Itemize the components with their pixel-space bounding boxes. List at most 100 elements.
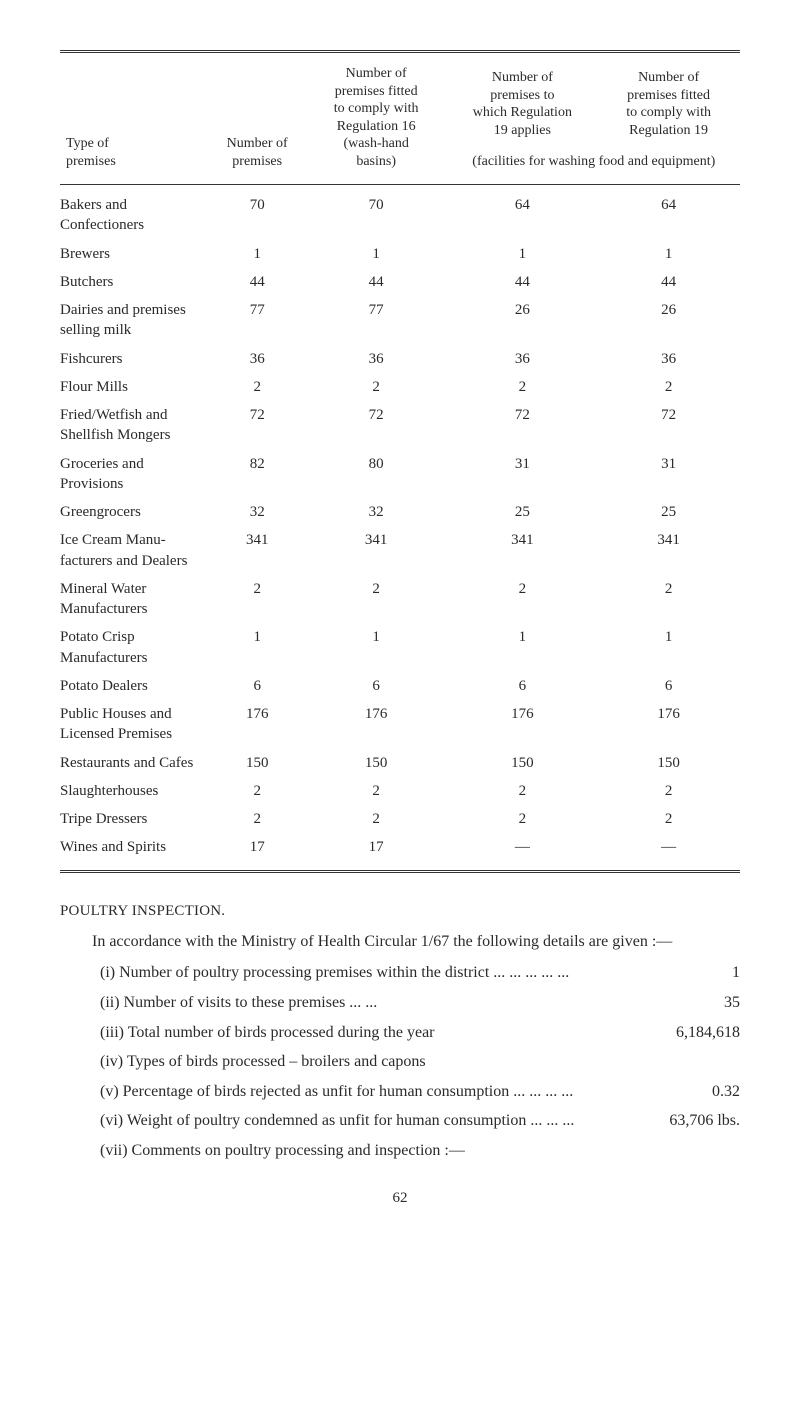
premises-table-body: Bakers and Confectioners70706464Brewers1… [60, 191, 740, 862]
table-cell: 2 [305, 575, 448, 624]
row-label: Bakers and Confectioners [60, 191, 210, 240]
table-cell: 1 [597, 240, 740, 268]
table-row: Potato Crisp Manufacturers1111 [60, 623, 740, 672]
table-cell: 70 [305, 191, 448, 240]
table-cell: 36 [210, 345, 305, 373]
table-row: Bakers and Confectioners70706464 [60, 191, 740, 240]
bottom-double-rule [60, 870, 740, 873]
table-row: Flour Mills2222 [60, 373, 740, 401]
table-cell: 26 [597, 296, 740, 345]
table-cell: 72 [448, 401, 598, 450]
table-header-reg16: Number ofpremises fittedto comply withRe… [305, 61, 448, 178]
list-item-value: 35 [724, 992, 740, 1014]
list-item-value: 0.32 [712, 1081, 740, 1103]
table-header-reg19-fitted: Number ofpremises fittedto comply withRe… [597, 61, 740, 147]
row-label: Flour Mills [60, 373, 210, 401]
row-label: Fried/Wetfish and Shellfish Mongers [60, 401, 210, 450]
table-header-facilities-note: (facilities for washing food and equipme… [448, 147, 740, 178]
table-cell: 2 [597, 777, 740, 805]
row-label: Greengrocers [60, 498, 210, 526]
list-item: (iv) Types of birds processed – broilers… [100, 1051, 740, 1073]
row-label: Ice Cream Manu- facturers and Dealers [60, 526, 210, 575]
row-label: Public Houses and Licensed Premises [60, 700, 210, 749]
table-cell: 82 [210, 450, 305, 499]
table-cell: 64 [597, 191, 740, 240]
list-item-value: 1 [732, 962, 740, 984]
table-cell: 64 [448, 191, 598, 240]
table-cell: 6 [305, 672, 448, 700]
table-row: Slaughterhouses2222 [60, 777, 740, 805]
table-cell: 341 [597, 526, 740, 575]
list-item-text: (vi) Weight of poultry condemned as unfi… [100, 1110, 669, 1132]
table-cell: 44 [210, 268, 305, 296]
table-cell: 1 [597, 623, 740, 672]
table-row: Public Houses and Licensed Premises17617… [60, 700, 740, 749]
row-label: Wines and Spirits [60, 833, 210, 861]
table-cell: 341 [448, 526, 598, 575]
table-row: Brewers1111 [60, 240, 740, 268]
row-label: Potato Dealers [60, 672, 210, 700]
table-cell: 6 [210, 672, 305, 700]
row-label: Potato Crisp Manufacturers [60, 623, 210, 672]
top-double-rule [60, 50, 740, 53]
table-cell: 17 [210, 833, 305, 861]
table-cell: 26 [448, 296, 598, 345]
list-item: (iii) Total number of birds processed du… [100, 1022, 740, 1044]
table-cell: 2 [448, 805, 598, 833]
table-row: Mineral Water Manufacturers2222 [60, 575, 740, 624]
table-cell: 31 [597, 450, 740, 499]
table-cell: 17 [305, 833, 448, 861]
row-label: Dairies and premises selling milk [60, 296, 210, 345]
table-cell: 2 [210, 373, 305, 401]
table-row: Fried/Wetfish and Shellfish Mongers72727… [60, 401, 740, 450]
table-cell: 77 [210, 296, 305, 345]
list-item-text: (iv) Types of birds processed – broilers… [100, 1051, 740, 1073]
table-row: Groceries and Provisions82803131 [60, 450, 740, 499]
row-label: Fishcurers [60, 345, 210, 373]
table-row: Butchers44444444 [60, 268, 740, 296]
table-cell: 2 [597, 373, 740, 401]
header-body-rule [60, 184, 740, 185]
table-header-reg19-applies: Number ofpremises towhich Regulation19 a… [448, 61, 598, 147]
table-cell: 2 [597, 575, 740, 624]
table-cell: 176 [448, 700, 598, 749]
table-cell: 176 [305, 700, 448, 749]
list-item-text: (ii) Number of visits to these premises … [100, 992, 724, 1014]
table-cell: 2 [597, 805, 740, 833]
table-cell: 1 [448, 623, 598, 672]
row-label: Restaurants and Cafes [60, 749, 210, 777]
table-cell: 341 [210, 526, 305, 575]
table-cell: 2 [305, 373, 448, 401]
table-cell: 1 [210, 240, 305, 268]
table-cell: 70 [210, 191, 305, 240]
table-cell: 80 [305, 450, 448, 499]
table-cell: 2 [210, 777, 305, 805]
table-cell: 2 [448, 575, 598, 624]
table-cell: 36 [597, 345, 740, 373]
list-item: (i) Number of poultry processing premise… [100, 962, 740, 984]
list-item-text: (vii) Comments on poultry processing and… [100, 1140, 740, 1162]
table-cell: 150 [305, 749, 448, 777]
row-label: Groceries and Provisions [60, 450, 210, 499]
table-row: Potato Dealers6666 [60, 672, 740, 700]
row-label: Brewers [60, 240, 210, 268]
row-label: Mineral Water Manufacturers [60, 575, 210, 624]
table-header-type: Type ofpremises [60, 61, 210, 178]
table-cell: 44 [305, 268, 448, 296]
poultry-details-list: (i) Number of poultry processing premise… [60, 962, 740, 1161]
table-row: Wines and Spirits1717—— [60, 833, 740, 861]
table-cell: 176 [597, 700, 740, 749]
list-item: (v) Percentage of birds rejected as unfi… [100, 1081, 740, 1103]
premises-table: Type ofpremises Number ofpremises Number… [60, 61, 740, 178]
list-item: (vi) Weight of poultry condemned as unfi… [100, 1110, 740, 1132]
table-cell: 25 [597, 498, 740, 526]
row-label: Butchers [60, 268, 210, 296]
table-cell: 2 [210, 575, 305, 624]
table-cell: 32 [210, 498, 305, 526]
table-cell: 1 [305, 623, 448, 672]
table-cell: 2 [305, 805, 448, 833]
table-cell: 2 [448, 777, 598, 805]
table-cell: 36 [305, 345, 448, 373]
list-item: (ii) Number of visits to these premises … [100, 992, 740, 1014]
list-item-text: (i) Number of poultry processing premise… [100, 962, 732, 984]
